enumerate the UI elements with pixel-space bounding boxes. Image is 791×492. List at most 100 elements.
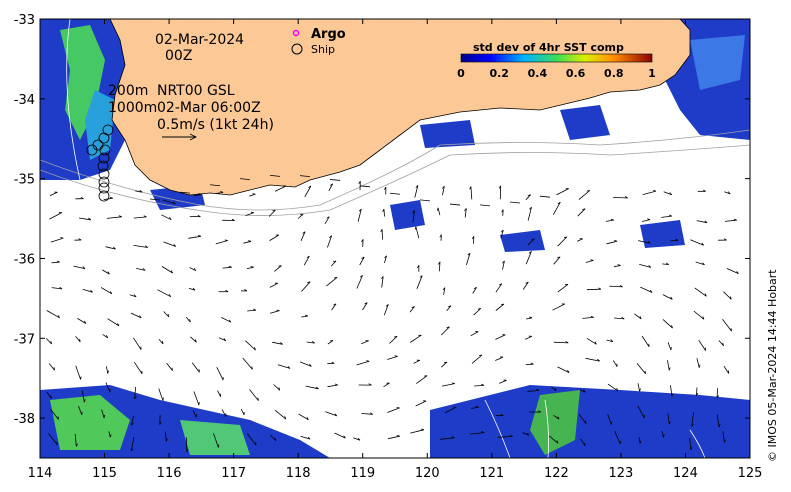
current-vector-head xyxy=(80,196,84,200)
white-contours xyxy=(66,19,706,458)
current-vector xyxy=(638,437,641,444)
current-vector xyxy=(48,433,58,446)
current-vector xyxy=(300,231,306,241)
current-vector-head xyxy=(438,261,441,265)
current-vector xyxy=(108,431,111,438)
current-vector xyxy=(479,204,491,207)
current-vector-head xyxy=(469,186,472,190)
current-vector-head xyxy=(471,236,475,240)
current-vector xyxy=(101,409,105,419)
sst-patch-mid3 xyxy=(640,220,685,248)
current-vector-head xyxy=(647,218,651,220)
current-vector xyxy=(359,256,365,266)
current-vector xyxy=(269,434,277,441)
current-vector xyxy=(578,413,587,424)
current-vector xyxy=(188,287,196,291)
current-vector-head xyxy=(300,213,304,216)
current-vector-head xyxy=(56,441,58,445)
current-vector xyxy=(670,385,673,397)
current-vector-head xyxy=(446,326,450,329)
current-vector-head xyxy=(329,183,333,186)
current-vector xyxy=(689,437,692,450)
current-vector xyxy=(163,311,170,318)
current-vector-head xyxy=(252,193,256,195)
current-vector-head xyxy=(499,283,503,286)
current-vector xyxy=(304,185,312,198)
current-vector xyxy=(642,190,657,195)
current-vector-head xyxy=(139,315,142,319)
current-vector-head xyxy=(186,449,189,453)
current-vector-head xyxy=(276,309,280,311)
current-vector-head xyxy=(60,237,64,239)
ship-position xyxy=(98,182,110,194)
current-vector-head xyxy=(306,417,309,420)
current-vector-head xyxy=(509,434,513,437)
current-vector xyxy=(149,198,161,201)
current-vector xyxy=(133,361,143,375)
current-vector-head xyxy=(538,410,541,413)
current-vector-head xyxy=(250,211,254,213)
current-vector xyxy=(221,317,232,323)
x-tick-label: 123 xyxy=(608,466,633,481)
current-vector xyxy=(464,208,467,218)
current-vector xyxy=(585,260,594,263)
current-vector xyxy=(81,390,85,403)
current-vector xyxy=(577,208,586,217)
current-vector xyxy=(157,289,171,298)
current-vector xyxy=(495,283,503,293)
current-vector xyxy=(605,219,614,222)
current-vector xyxy=(188,235,201,239)
current-vector-head xyxy=(444,361,448,364)
current-vector xyxy=(663,191,672,196)
current-vector xyxy=(409,306,415,313)
current-vector xyxy=(667,413,670,425)
current-vector-head xyxy=(498,185,502,189)
current-vector xyxy=(437,207,441,216)
current-vector-head xyxy=(733,218,737,221)
current-vector-head xyxy=(82,266,86,269)
current-vector-head xyxy=(304,314,309,317)
current-vector-head xyxy=(564,283,569,286)
current-vector-head xyxy=(718,424,721,428)
current-vector-head xyxy=(730,328,732,332)
current-vector-head xyxy=(610,339,614,342)
x-tick-label: 121 xyxy=(479,466,504,481)
current-vector xyxy=(75,336,81,343)
x-tick-label: 125 xyxy=(738,466,763,481)
current-vector xyxy=(216,367,224,381)
current-vector xyxy=(105,246,116,250)
current-vector-head xyxy=(502,260,505,264)
current-vector-head xyxy=(225,289,229,293)
current-vector xyxy=(416,375,428,384)
current-vector-head xyxy=(131,422,134,426)
current-vector xyxy=(102,334,109,339)
current-vector xyxy=(46,310,60,319)
current-vector xyxy=(277,364,291,369)
current-vector-head xyxy=(250,266,254,268)
current-vector-head xyxy=(366,360,370,362)
current-vector-head xyxy=(451,436,455,439)
current-vector xyxy=(191,362,200,373)
current-vector-head xyxy=(529,316,533,319)
current-vector xyxy=(412,210,415,223)
current-vector xyxy=(471,406,479,409)
current-vector-head xyxy=(385,304,389,307)
current-vector xyxy=(446,305,452,312)
current-vector-head xyxy=(417,265,420,269)
land-australia xyxy=(109,19,691,196)
current-vector-head xyxy=(368,383,372,386)
current-vector-head xyxy=(590,315,594,318)
current-vector-head xyxy=(420,428,425,431)
current-vector-head xyxy=(528,251,532,254)
current-vector-head xyxy=(451,382,455,384)
current-vector-head xyxy=(722,342,724,346)
current-vector xyxy=(268,209,276,217)
current-vector-head xyxy=(171,367,173,371)
current-vector-head xyxy=(170,270,173,274)
current-vector xyxy=(387,356,398,360)
current-vector xyxy=(158,388,164,401)
sst-patch-mid2 xyxy=(500,230,545,252)
current-vector-head xyxy=(197,234,201,237)
sst-patch-southeast xyxy=(430,385,750,458)
current-vector xyxy=(586,337,597,345)
